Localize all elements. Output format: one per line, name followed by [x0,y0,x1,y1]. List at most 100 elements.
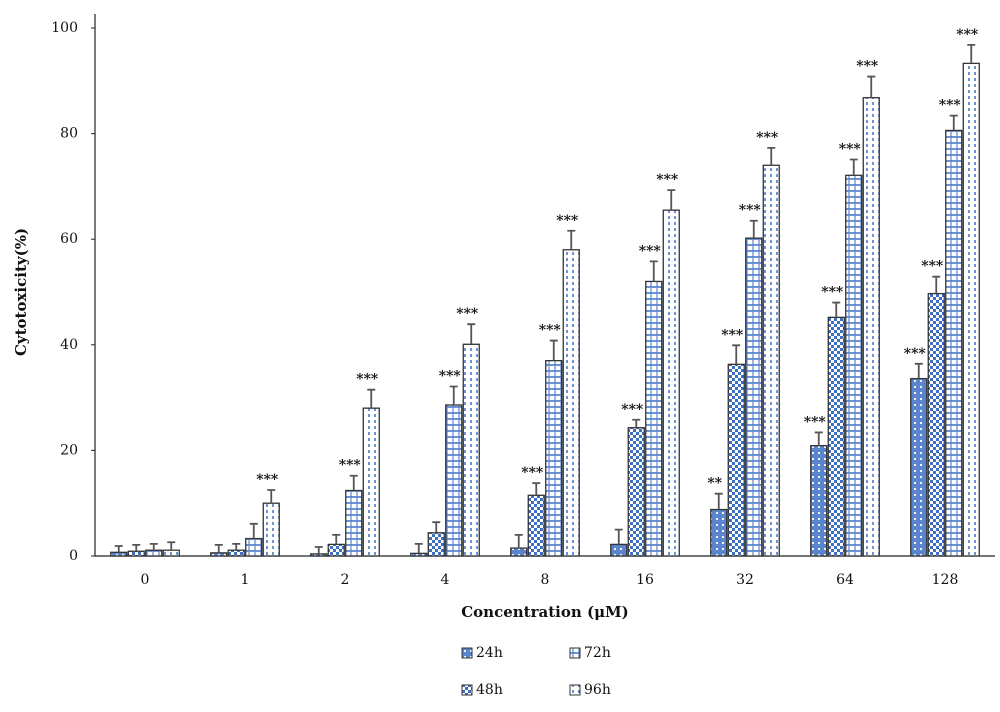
legend-swatch [461,684,473,696]
x-tick-label: 0 [141,572,150,588]
x-tick-label: 2 [341,572,350,588]
bar [327,543,345,557]
error-bar [649,260,658,282]
error-bar [449,385,458,405]
bar [645,280,663,557]
error-bar [767,146,776,166]
significance-label: *** [456,306,479,322]
x-tick-label: 32 [736,572,754,588]
y-axis-label: Cytotoxicity(%) [12,228,30,356]
y-tick-label: 80 [60,126,78,142]
bar [162,549,180,557]
bar [562,249,580,557]
error-bar [749,219,758,239]
legend-label: 24h [476,645,503,661]
bar [910,377,928,557]
error-bar [814,431,823,446]
significance-label: *** [856,59,879,75]
significance-label: *** [521,465,544,481]
legend-label: 72h [584,645,611,661]
error-bar [114,545,123,553]
significance-label: *** [921,259,944,275]
x-tick-label: 64 [836,572,854,588]
bar [945,129,963,557]
error-bar [167,541,176,551]
bar [127,550,145,557]
x-tick-label: 1 [241,572,250,588]
bar [762,164,780,557]
x-tick-label: 4 [441,572,450,588]
significance-label: *** [939,98,962,114]
error-bar [967,43,976,64]
legend-label: 96h [584,682,611,698]
bar [362,407,380,557]
x-tick-label: 128 [932,572,959,588]
x-tick-label: 16 [636,572,654,588]
bar [727,363,745,557]
error-bar [914,362,923,379]
significance-label: *** [539,323,562,339]
y-tick-label: 0 [69,548,78,564]
error-bar [849,158,858,176]
significance-label: *** [339,458,362,474]
bar [427,532,445,557]
legend-swatch [461,647,473,659]
error-bar [414,542,423,554]
significance-label: *** [639,243,662,259]
error-bar [549,339,558,361]
y-tick-label: 100 [51,20,78,36]
significance-label: *** [721,327,744,343]
y-tick-label: 40 [60,337,78,353]
error-bar [714,492,723,510]
significance-label: *** [256,472,279,488]
error-bar [932,275,941,294]
bar [410,552,428,557]
significance-label: *** [956,27,979,43]
legend-label: 48h [476,682,503,698]
error-bar [232,542,241,551]
error-bar [214,544,223,553]
bar [227,549,245,557]
bar [145,549,163,557]
error-bar [832,301,841,318]
significance-label: *** [756,130,779,146]
significance-label: *** [821,285,844,301]
significance-label: *** [739,203,762,219]
error-bar [467,323,476,345]
significance-label: *** [904,346,927,362]
bar [627,427,645,557]
bar [545,359,563,557]
significance-label: *** [556,213,579,229]
significance-label: ** [707,476,722,492]
significance-label: *** [356,372,379,388]
error-bar [732,344,741,365]
bar [962,62,980,557]
significance-label: *** [804,414,827,430]
significance-label: *** [439,369,462,385]
error-bar [532,482,541,496]
bar [745,237,763,557]
error-bar [249,522,258,539]
bar [345,489,363,557]
bar [310,553,328,557]
error-bar [614,528,623,545]
error-bar [314,546,323,554]
bar [827,316,845,557]
bar [710,508,728,557]
error-bar [514,533,523,549]
bar [110,551,128,557]
error-bar [949,114,958,131]
bar [527,494,545,557]
significance-label: *** [656,172,679,188]
y-tick-label: 20 [60,442,78,458]
bar [810,444,828,557]
error-bar [567,229,576,250]
error-bar [132,544,141,552]
error-bar [867,75,876,98]
x-axis-label: Concentration (μM) [461,603,629,621]
bar [927,292,945,557]
error-bar [149,542,158,551]
bar [862,97,880,557]
error-bar [367,388,376,409]
error-bar [267,489,276,504]
